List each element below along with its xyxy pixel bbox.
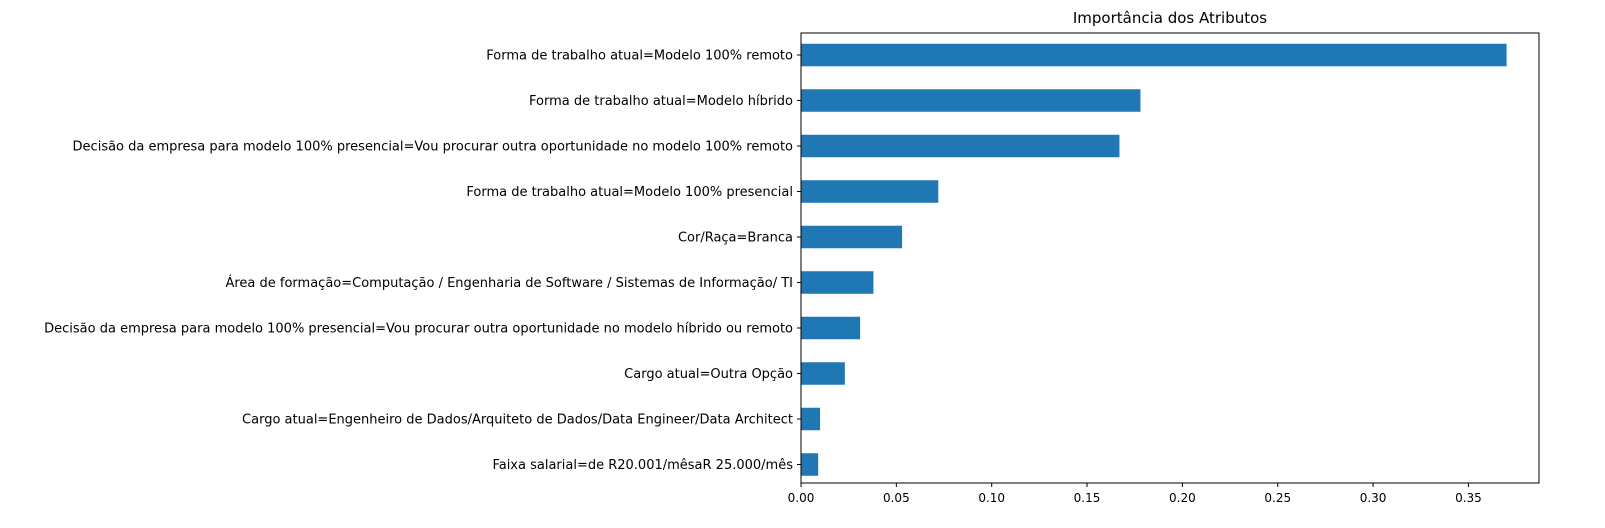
bar bbox=[801, 89, 1141, 112]
bar bbox=[801, 407, 821, 431]
x-tick-label: 0.35 bbox=[1455, 491, 1482, 505]
category-labels: Forma de trabalho atual=Modelo 100% remo… bbox=[44, 49, 801, 473]
bars-group bbox=[801, 43, 1507, 476]
category-label: Decisão da empresa para modelo 100% pres… bbox=[44, 322, 793, 337]
x-tick-label: 0.15 bbox=[1074, 491, 1101, 505]
bar bbox=[801, 180, 939, 203]
bar bbox=[801, 134, 1120, 158]
bar bbox=[801, 271, 874, 294]
x-tick-label: 0.10 bbox=[978, 491, 1005, 505]
x-tick-label: 0.00 bbox=[788, 491, 815, 505]
plot-frame bbox=[800, 32, 1540, 484]
x-tick-label: 0.20 bbox=[1169, 491, 1196, 505]
x-tick-label: 0.05 bbox=[883, 491, 910, 505]
x-axis: 0.00 0.05 0.10 0.15 0.20 0.25 0.30 0.35 bbox=[788, 483, 1482, 505]
bar bbox=[801, 43, 1507, 67]
category-label: Área de formação=Computação / Engenharia… bbox=[225, 275, 793, 291]
bar bbox=[801, 362, 845, 385]
x-tick-label: 0.30 bbox=[1360, 491, 1387, 505]
category-label: Faixa salarial=de R20.001/mêsaR 25.000/m… bbox=[492, 458, 793, 473]
bar bbox=[801, 225, 903, 249]
category-label: Cargo atual=Engenheiro de Dados/Arquitet… bbox=[242, 413, 793, 428]
category-label: Forma de trabalho atual=Modelo 100% remo… bbox=[486, 49, 793, 64]
category-label: Cor/Raça=Branca bbox=[678, 231, 793, 246]
x-tick-label: 0.25 bbox=[1264, 491, 1291, 505]
category-label: Forma de trabalho atual=Modelo híbrido bbox=[529, 94, 793, 109]
bar bbox=[801, 453, 819, 476]
category-label: Forma de trabalho atual=Modelo 100% pres… bbox=[466, 185, 793, 200]
category-label: Decisão da empresa para modelo 100% pres… bbox=[73, 140, 793, 155]
chart-title: Importância dos Atributos bbox=[1073, 9, 1267, 27]
category-label: Cargo atual=Outra Opção bbox=[624, 367, 793, 382]
bar bbox=[801, 316, 861, 340]
